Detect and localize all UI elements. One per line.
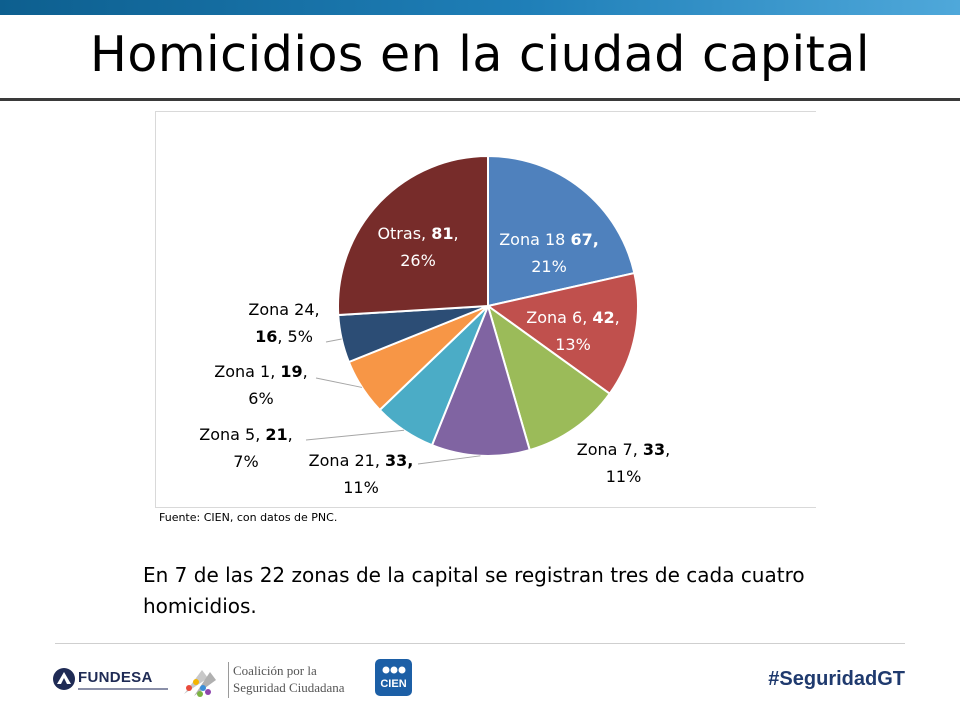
pie-chart-svg bbox=[305, 154, 639, 465]
coalicion-logo-line1: Coalición por la bbox=[233, 663, 317, 678]
slice-label-name: Zona 18 bbox=[499, 230, 566, 249]
coalicion-logo-divider bbox=[228, 662, 229, 698]
coalicion-logo-line2: Seguridad Ciudadana bbox=[233, 680, 345, 695]
slice-label-name: Otras bbox=[377, 224, 422, 243]
fundesa-logo: FUNDESA bbox=[52, 664, 168, 696]
leader-line-zona-21 bbox=[417, 455, 481, 465]
slice-label-zona-1: Zona 1, 19, 6% bbox=[207, 358, 315, 412]
coalicion-logo-icon bbox=[184, 670, 216, 697]
cien-logo-icon bbox=[382, 666, 406, 674]
pie-slice-otras bbox=[337, 154, 489, 317]
slice-label-value: 81 bbox=[431, 224, 454, 243]
fundesa-logo-icon bbox=[53, 668, 75, 690]
slice-label-value: 16 bbox=[255, 327, 278, 346]
slice-label-percent: 6% bbox=[248, 389, 274, 408]
slice-label-value: 67 bbox=[570, 230, 593, 249]
pie-slice-zona-18 bbox=[487, 154, 636, 308]
footer-divider bbox=[55, 643, 905, 644]
slice-label-zona-21: Zona 21, 33, 11% bbox=[301, 447, 421, 501]
slice-label-name: Zona 6 bbox=[526, 308, 583, 327]
slice-label-zona-7: Zona 7, 33, 11% bbox=[566, 436, 681, 490]
pie-slice-zona-21 bbox=[430, 302, 531, 457]
slice-label-name: Zona 21 bbox=[308, 451, 375, 470]
cien-logo-text: CIEN bbox=[380, 678, 407, 690]
slice-label-value: 33 bbox=[384, 451, 408, 470]
slice-label-percent: 11% bbox=[605, 467, 642, 486]
slice-label-value: 42 bbox=[592, 308, 615, 327]
slice-label-percent: 5% bbox=[287, 327, 313, 346]
leader-line-zona-5 bbox=[305, 429, 405, 441]
slice-label-percent: 21% bbox=[531, 257, 567, 276]
slice-label-name: Zona 5 bbox=[199, 425, 256, 444]
slice-label-percent: 13% bbox=[555, 335, 591, 354]
slice-label-zona-5: Zona 5, 21, 7% bbox=[192, 421, 300, 475]
slice-label-value: 19 bbox=[280, 362, 303, 381]
slice-label-name: Zona 1 bbox=[214, 362, 271, 381]
fundesa-logo-text: FUNDESA bbox=[78, 669, 153, 686]
slice-label-name: Zona 7 bbox=[576, 440, 633, 459]
chart-source: Fuente: CIEN, con datos de PNC. bbox=[159, 511, 338, 524]
slice-label-percent: 26% bbox=[400, 251, 436, 270]
cien-logo: CIEN bbox=[375, 659, 412, 696]
hashtag-label: #SeguridadGT bbox=[768, 668, 905, 690]
coalicion-logo: Coalición por la Seguridad Ciudadana bbox=[180, 658, 370, 702]
slide-body-text: En 7 de las 22 zonas de la capital se re… bbox=[143, 563, 805, 618]
leader-line-zona-1 bbox=[315, 377, 363, 388]
slice-label-zona-6: Zona 6, 42, 13% bbox=[518, 304, 628, 358]
pie-chart-area: Zona 18 67, 21% Zona 6, 42, 13% Zona 7, … bbox=[155, 111, 816, 508]
slice-label-percent: 11% bbox=[343, 478, 379, 497]
slice-label-name: Zona 24 bbox=[248, 300, 315, 319]
slice-label-value: 21 bbox=[265, 425, 288, 444]
slice-label-zona-24: Zona 24, 16, 5% bbox=[248, 300, 320, 346]
slice-label-zona-18: Zona 18 67, 21% bbox=[486, 226, 612, 280]
fundesa-logo-underline bbox=[78, 688, 168, 690]
top-accent-band bbox=[0, 0, 960, 15]
title-divider bbox=[0, 98, 960, 101]
slice-label-otras: Otras, 81, 26% bbox=[368, 220, 468, 274]
pie-slice-zona-6 bbox=[485, 271, 639, 396]
pie-slice-zona-7 bbox=[486, 303, 612, 452]
slide-title: Homicidios en la ciudad capital bbox=[90, 26, 870, 83]
leader-line-zona-24 bbox=[325, 338, 342, 343]
slice-label-percent: 7% bbox=[233, 452, 259, 471]
slice-label-value: 33 bbox=[642, 440, 666, 459]
